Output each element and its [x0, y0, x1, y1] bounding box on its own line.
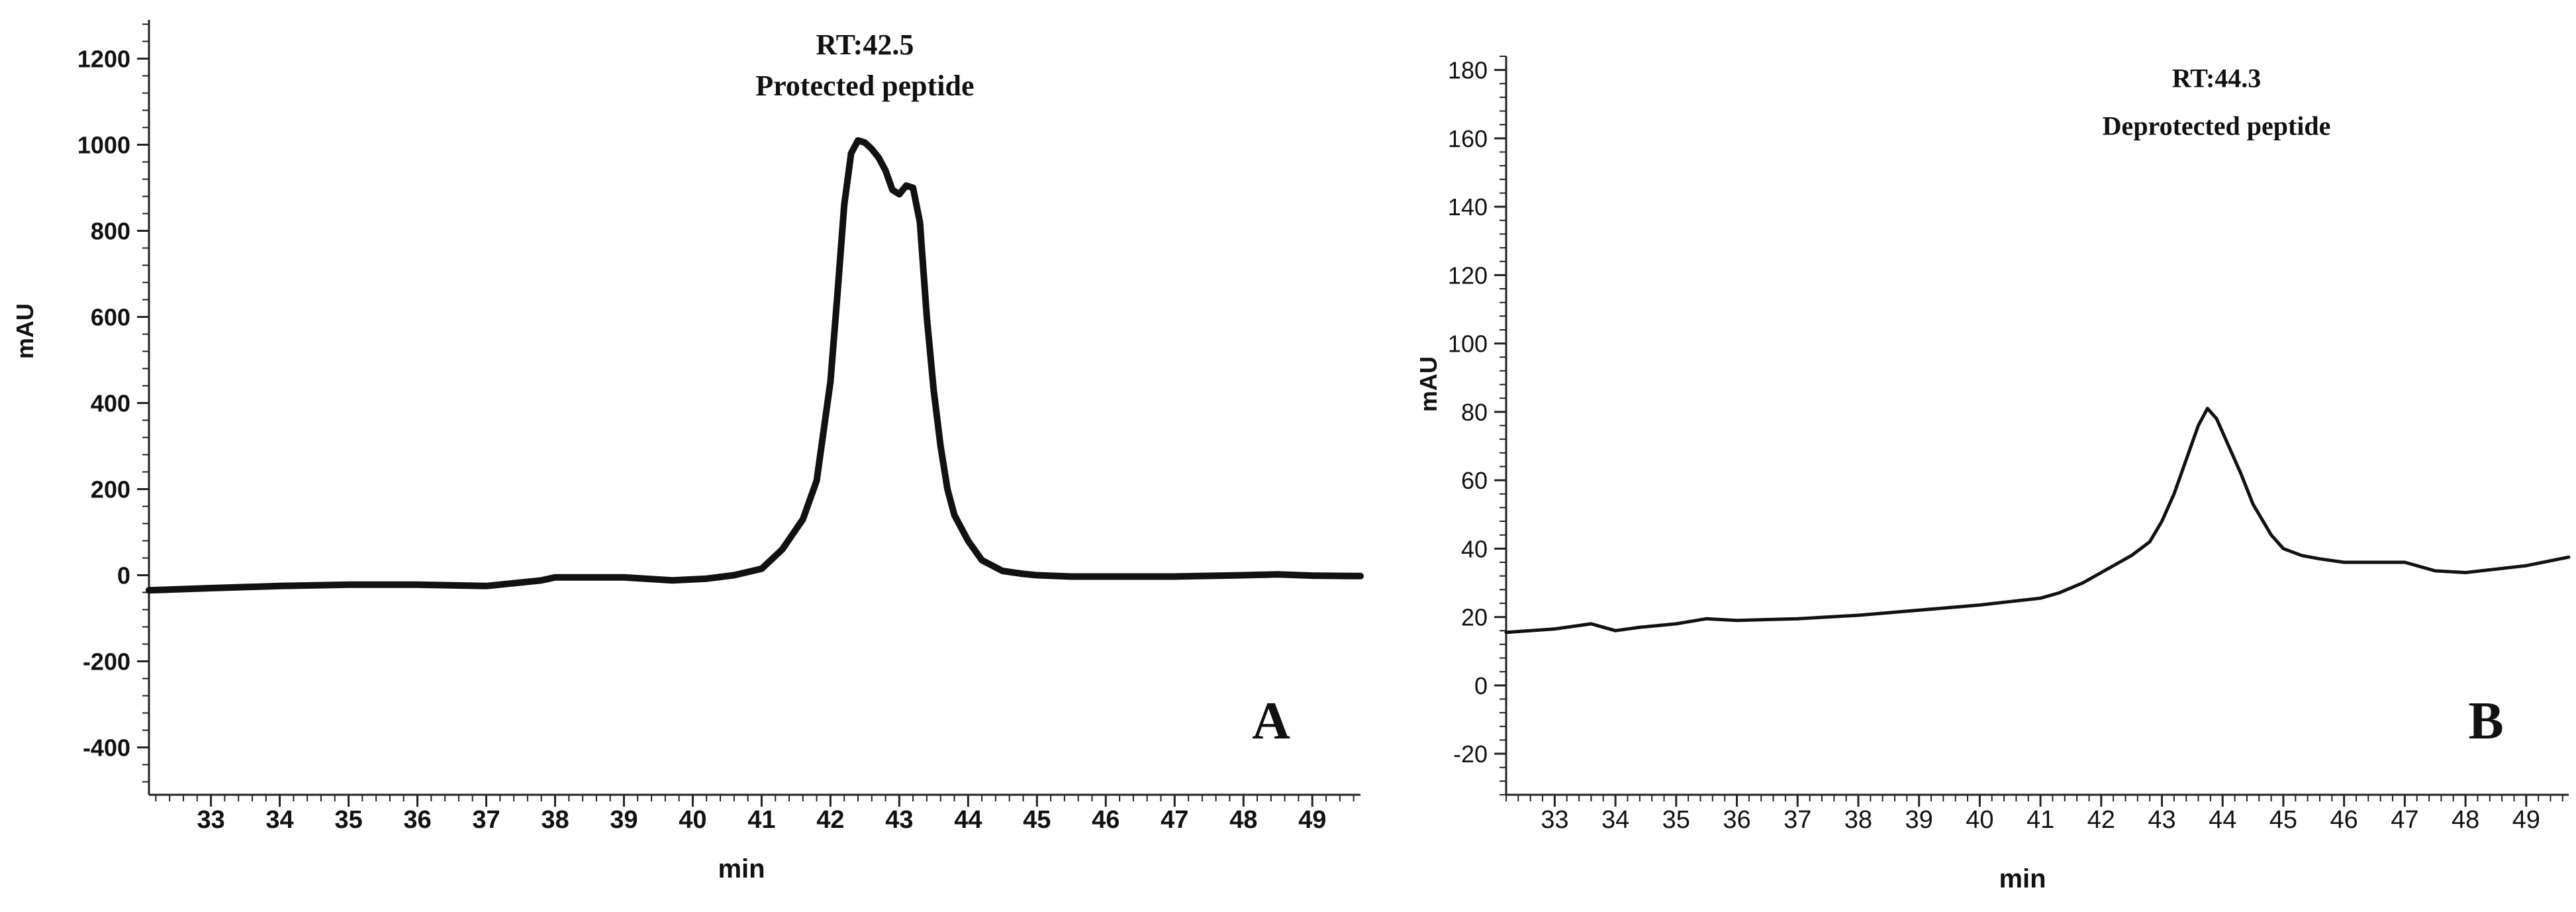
panel-b-x-tick-label: 39 — [1905, 806, 1933, 834]
panel-a-y-tick-label: 400 — [91, 390, 130, 417]
panel-b-y-tick-label: 20 — [1461, 604, 1488, 631]
panel-b-x-axis-title: min — [1999, 864, 2046, 893]
panel-b-x-tick-label: 41 — [2027, 806, 2054, 834]
panel-a-x-tick-label: 44 — [954, 806, 982, 834]
panel-a-x-tick-label: 46 — [1092, 806, 1120, 834]
panel-b-x-tick-label: 45 — [2269, 806, 2297, 834]
panel-b-y-tick-label: 140 — [1448, 193, 1488, 221]
panel-a-x-tick-label: 37 — [472, 806, 500, 834]
panel-a-y-tick-label: 0 — [117, 562, 130, 589]
panel-a-x-tick-label: 49 — [1298, 806, 1326, 834]
panel-a-y-tick-label: 1000 — [77, 132, 130, 159]
panel-b-x-tick-label: 48 — [2452, 806, 2479, 834]
panel-b-x-tick-label: 47 — [2391, 806, 2418, 834]
panel-a-x-tick-label: 42 — [816, 806, 844, 834]
panel-a-annotation: Protected peptide — [755, 70, 974, 102]
panel-b-y-tick-label: 60 — [1461, 467, 1488, 494]
panel-a-annotation: RT:42.5 — [816, 28, 914, 61]
panel-a-x-tick-label: 39 — [610, 806, 638, 834]
panel-b-x-tick-label: 34 — [1601, 806, 1629, 834]
panel-a-y-minor-ticks — [142, 23, 149, 783]
panel-b-annotation: Deprotected peptide — [2103, 111, 2331, 141]
panel-a-series-line — [146, 137, 1364, 594]
panel-b-y-tick-label: 120 — [1448, 262, 1488, 289]
panel-b-x-tick-label: 42 — [2087, 806, 2115, 834]
panel-b-x-tick-label: 35 — [1662, 806, 1690, 834]
panel-a-y-tick-label: -400 — [83, 735, 130, 762]
panel-b-y-tick-label: 180 — [1448, 57, 1488, 84]
panel-b-x-tick-label: 46 — [2330, 806, 2358, 834]
panel-a-y-axis-title: mAU — [11, 303, 38, 359]
panel-a-y-tick-label: 1200 — [77, 46, 130, 73]
panel-b-y-tick-label: 0 — [1474, 672, 1488, 699]
panel-a-y-tick-label: 800 — [91, 218, 130, 245]
panel-b-y-tick-label: 160 — [1448, 125, 1488, 152]
panel-b-x-tick-label: 40 — [1966, 806, 1993, 834]
panel-b-x-tick-label: 49 — [2512, 806, 2540, 834]
panel-a-x-tick-label: 48 — [1229, 806, 1257, 834]
panel-a-x-tick-label: 34 — [265, 806, 293, 834]
panel-a-x-tick-label: 38 — [541, 806, 569, 834]
panel-a-y-tick-label: 200 — [91, 476, 130, 503]
panel-b-series-line — [1504, 407, 2571, 634]
panel-b-x-tick-label: 44 — [2209, 806, 2236, 834]
panel-a-x-tick-label: 43 — [885, 806, 913, 834]
panel-b-y-tick-label: 80 — [1461, 399, 1488, 426]
panel-b-y-axis-title: mAU — [1415, 356, 1442, 412]
panel-b-y-tick-label: -20 — [1453, 740, 1488, 768]
panel-a-x-tick-label: 33 — [197, 806, 224, 834]
panel-b-x-tick-label: 43 — [2148, 806, 2175, 834]
panel-b-x-tick-label: 36 — [1723, 806, 1750, 834]
panel-a-x-tick-label: 40 — [679, 806, 706, 834]
panel-b-label: B — [2468, 692, 2503, 750]
panel-b-x-tick-label: 38 — [1844, 806, 1872, 834]
panel-a-x-tick-label: 36 — [403, 806, 431, 834]
panel-a-x-tick-label: 45 — [1023, 806, 1051, 834]
panel-b-y-tick-label: 40 — [1461, 535, 1488, 562]
panel-a-x-tick-label: 35 — [334, 806, 362, 834]
panel-a-label: A — [1252, 692, 1290, 750]
panel-a-y-tick-label: -200 — [83, 648, 130, 676]
panel-a-x-tick-label: 41 — [747, 806, 775, 834]
panel-b-y-tick-label: 100 — [1448, 330, 1488, 358]
panel-b-x-tick-label: 37 — [1784, 806, 1811, 834]
panel-b-x-tick-label: 33 — [1541, 806, 1568, 834]
panel-a-x-tick-label: 47 — [1161, 806, 1188, 834]
panel-b-annotation: RT:44.3 — [2172, 63, 2262, 93]
panel-a-x-axis-title: min — [718, 854, 765, 884]
panel-a-y-tick-label: 600 — [91, 304, 130, 331]
